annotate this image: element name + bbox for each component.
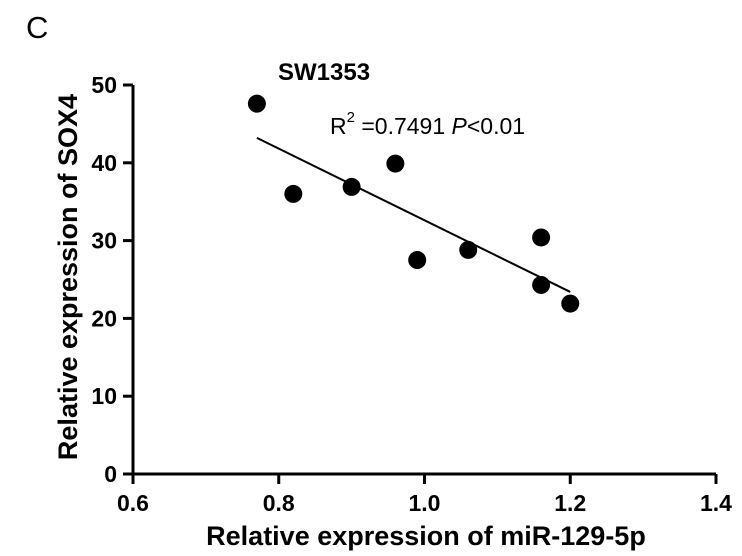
x-tick-label: 0.6 (117, 490, 149, 516)
data-point (532, 275, 551, 294)
x-tick-label: 0.8 (263, 490, 295, 516)
x-tick-label: 1.4 (700, 490, 732, 516)
r-squared-label: R (330, 113, 347, 139)
data-point (342, 177, 361, 196)
y-tick-label: 20 (91, 305, 117, 331)
y-axis-label: Relative expression of SOX4 (53, 94, 83, 460)
plot-area: 0.6 0.8 1.0 1.2 1.4 0 10 20 30 40 50 (91, 72, 732, 516)
chart-title: SW1353 (278, 59, 370, 86)
x-tick-label: 1.0 (409, 490, 441, 516)
regression-line (256, 137, 571, 293)
data-point (532, 228, 551, 247)
y-tick-label: 0 (104, 461, 117, 487)
data-point (561, 294, 580, 313)
r-squared-superscript: 2 (347, 109, 355, 126)
x-axis-label: Relative expression of miR-129-5p (206, 521, 646, 551)
p-label: P (452, 113, 468, 139)
y-tick-label: 10 (91, 383, 117, 409)
y-tick-label: 40 (91, 150, 117, 176)
data-point (459, 240, 478, 259)
data-point (247, 94, 266, 113)
p-value: <0.01 (467, 113, 525, 139)
r-squared-value: =0.7491 (355, 113, 452, 139)
stats-annotation: R2 =0.7491 P<0.01 (330, 109, 525, 139)
data-point (284, 184, 303, 203)
panel-label: C (26, 10, 48, 45)
data-point (386, 154, 405, 173)
x-tick-label: 1.2 (554, 490, 586, 516)
y-tick-label: 50 (91, 72, 117, 98)
y-tick-label: 30 (91, 228, 117, 254)
data-point (408, 251, 427, 270)
